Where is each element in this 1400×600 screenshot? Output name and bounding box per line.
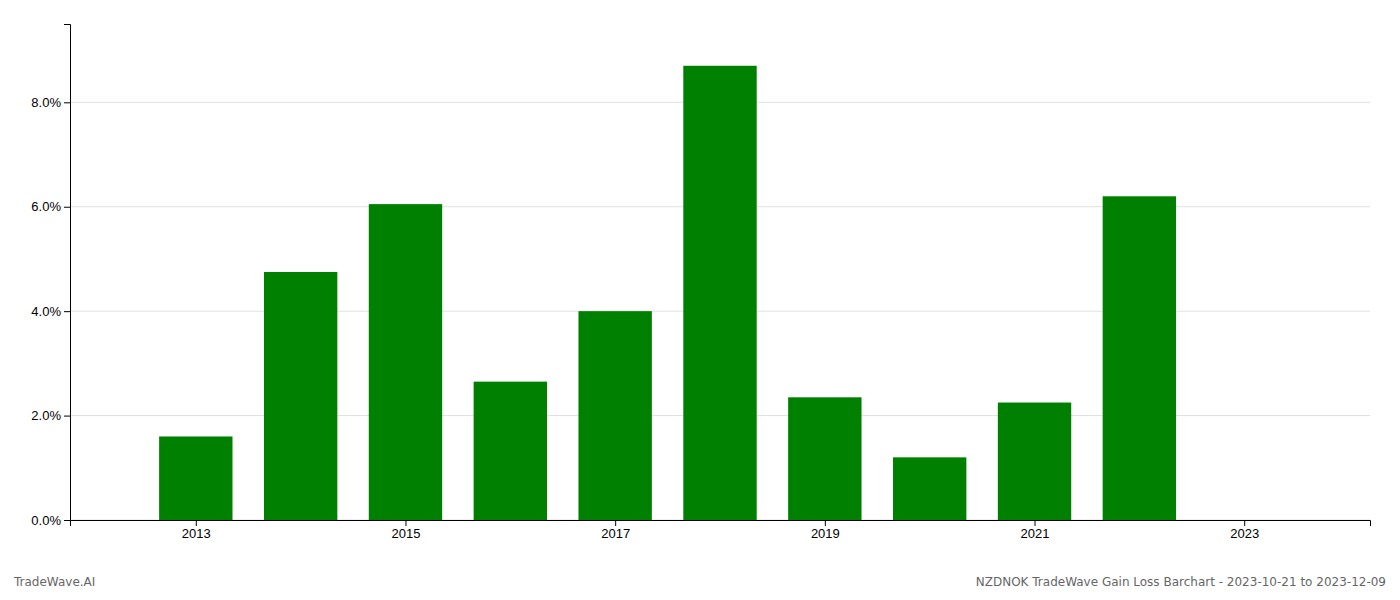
y-tick: 8.0% [31, 95, 70, 110]
x-tick: 2013 [182, 520, 211, 541]
x-tick-mark [825, 520, 826, 526]
y-tick: 6.0% [31, 199, 70, 214]
x-tick: 2023 [1230, 520, 1259, 541]
x-tick: 2021 [1021, 520, 1050, 541]
plot: 2013 2015 2017 2019 2021 2023 0.0% 2.0% 4.0% 6.0%… [31, 25, 1370, 542]
x-tick-label: 2019 [811, 526, 840, 541]
y-tick-mark [64, 520, 70, 521]
y-tick-label: 8.0% [31, 95, 61, 110]
x-tick: 2019 [811, 520, 840, 541]
bar [788, 397, 861, 520]
title: NZDNOK TradeWave Gain Loss Barchart - 20… [976, 575, 1386, 589]
y-axis: 0.0% 2.0% 4.0% 6.0% 8.0% [31, 25, 70, 528]
x-axis: 2013 2015 2017 2019 2021 2023 [71, 520, 1371, 541]
y-tick-mark [64, 416, 70, 417]
x-tick-mark [405, 520, 406, 526]
y-tick-label: 4.0% [31, 304, 61, 319]
y-axis-line [64, 25, 71, 521]
bar [893, 457, 966, 520]
x-tick: 2017 [601, 520, 630, 541]
y-tick-mark [64, 311, 70, 312]
y-tick-label: 2.0% [31, 408, 61, 423]
bars [159, 66, 1176, 520]
bar [474, 382, 547, 520]
bar [578, 311, 651, 520]
bar [159, 436, 232, 520]
y-tick: 4.0% [31, 304, 70, 319]
bar [683, 66, 756, 520]
bar [264, 272, 337, 520]
x-tick-label: 2021 [1021, 526, 1050, 541]
x-tick-mark [196, 520, 197, 526]
y-tick: 2.0% [31, 408, 70, 423]
bar [369, 204, 442, 520]
y-tick: 0.0% [31, 513, 70, 528]
x-tick-label: 2013 [182, 526, 211, 541]
y-tick-mark [64, 207, 70, 208]
x-tick-mark [615, 520, 616, 526]
bar [1103, 196, 1176, 520]
x-tick-label: 2017 [601, 526, 630, 541]
y-tick-label: 0.0% [31, 513, 61, 528]
y-tick-label: 6.0% [31, 199, 61, 214]
y-tick-mark [64, 102, 70, 103]
x-axis-line [71, 521, 1371, 527]
chart: 2013 2015 2017 2019 2021 2023 0.0% 2.0% 4.0% 6.0%… [0, 0, 1400, 600]
x-tick-mark [1244, 520, 1245, 526]
x-tick: 2015 [392, 520, 421, 541]
x-tick-label: 2023 [1230, 526, 1259, 541]
x-tick-label: 2015 [392, 526, 421, 541]
bar [998, 403, 1071, 520]
x-tick-mark [1035, 520, 1036, 526]
watermark: TradeWave.AI [13, 575, 95, 589]
